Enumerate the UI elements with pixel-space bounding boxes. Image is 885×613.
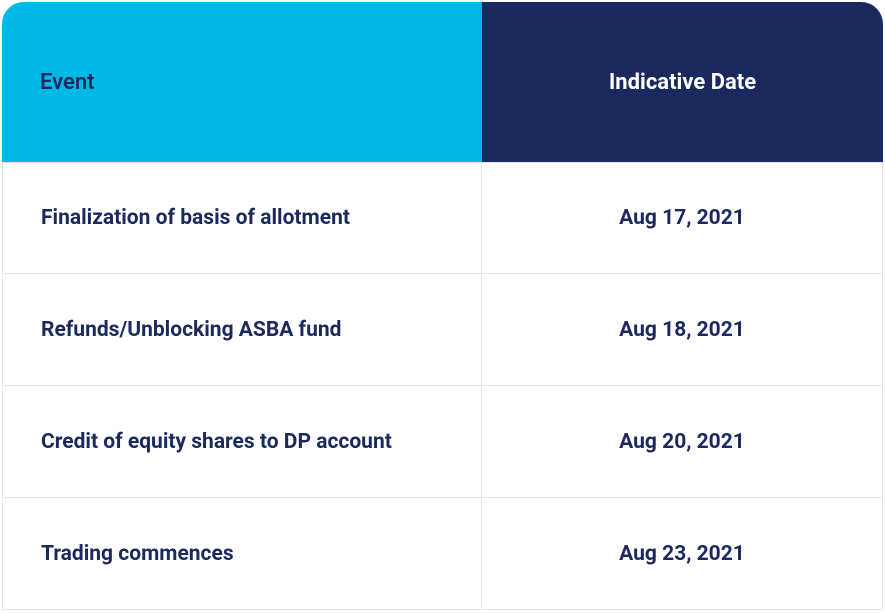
cell-date: Aug 17, 2021 bbox=[482, 162, 883, 274]
events-table: Event Indicative Date Finalization of ba… bbox=[2, 2, 883, 610]
table-header-row: Event Indicative Date bbox=[2, 2, 883, 162]
cell-event: Refunds/Unblocking ASBA fund bbox=[2, 274, 482, 386]
cell-event: Credit of equity shares to DP account bbox=[2, 386, 482, 498]
header-cell-date: Indicative Date bbox=[482, 2, 883, 162]
table-row: Finalization of basis of allotment Aug 1… bbox=[2, 162, 883, 274]
table-row: Credit of equity shares to DP account Au… bbox=[2, 386, 883, 498]
cell-date: Aug 18, 2021 bbox=[482, 274, 883, 386]
cell-date: Aug 23, 2021 bbox=[482, 498, 883, 610]
table-row: Refunds/Unblocking ASBA fund Aug 18, 202… bbox=[2, 274, 883, 386]
header-cell-event: Event bbox=[2, 2, 482, 162]
table-row: Trading commences Aug 23, 2021 bbox=[2, 498, 883, 610]
cell-event: Finalization of basis of allotment bbox=[2, 162, 482, 274]
cell-event: Trading commences bbox=[2, 498, 482, 610]
cell-date: Aug 20, 2021 bbox=[482, 386, 883, 498]
